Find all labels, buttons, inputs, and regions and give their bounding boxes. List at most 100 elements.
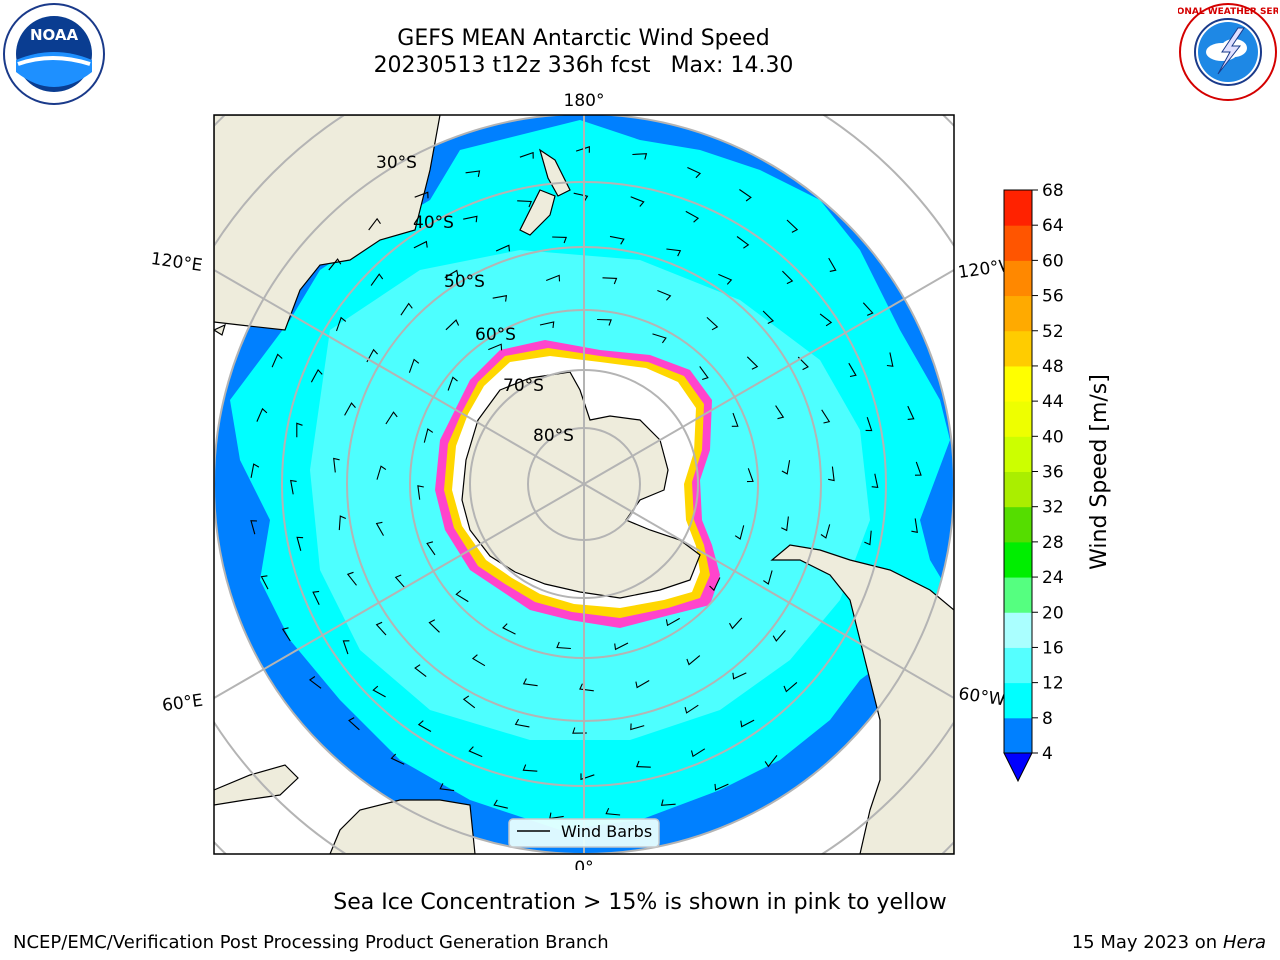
wind-barb [333, 457, 340, 473]
wind-barb [828, 257, 837, 272]
footer-date-text: 15 May 2023 on [1071, 932, 1218, 953]
colorbar-segment [1004, 330, 1032, 367]
wind-barb [687, 167, 702, 179]
south-america [770, 544, 954, 854]
wind-barb [463, 215, 478, 223]
wind-barb [666, 248, 682, 257]
wind-barb [848, 362, 857, 378]
wind-barb [786, 219, 799, 233]
wind-barb [423, 428, 434, 443]
colorbar-extend-triangle [1003, 752, 1033, 783]
wind-barb [375, 521, 384, 536]
wind-barb [652, 333, 667, 344]
wind-barb [552, 236, 567, 244]
meridian-60e-120w [214, 269, 954, 699]
nws-logo: NATIONAL WEATHER SERVICE [1178, 3, 1278, 101]
wind-barb [390, 753, 405, 765]
wind-barb [366, 348, 379, 363]
wind-barb [394, 574, 406, 589]
wind-barb [348, 717, 360, 731]
wind-barb [517, 200, 532, 208]
wind-barb [522, 764, 538, 772]
wind-barb [718, 273, 733, 285]
max-label: Max: 14.30 [670, 53, 794, 78]
wind-barb [271, 353, 283, 368]
wind-barb [414, 664, 427, 678]
wind-barb [602, 277, 618, 285]
wind-barb [439, 783, 455, 792]
wind-barb [368, 217, 381, 231]
wind-barb [573, 192, 589, 202]
wind-barb [465, 170, 481, 178]
wind-barb [260, 575, 269, 590]
lat-label-50: 50°S [444, 272, 485, 292]
colorbar-tick-label: 48 [1042, 357, 1064, 377]
wind-barb [400, 302, 413, 316]
wind-barb [772, 630, 786, 642]
wind-barb [699, 366, 709, 381]
barb-legend: Wind Barbs [508, 818, 660, 848]
wind-barb [372, 685, 386, 698]
wind-barb [488, 343, 503, 351]
wind-barb [447, 376, 458, 391]
wind-barb [250, 463, 260, 478]
wind-barbs [250, 146, 922, 820]
wind-barb [632, 153, 648, 160]
colorbar-tick-label: 64 [1042, 216, 1064, 236]
colorbar-tick-label: 24 [1042, 568, 1064, 588]
wind-barb [660, 799, 676, 806]
sea-ice-note: Sea Ice Concentration > 15% is shown in … [0, 890, 1280, 915]
lat-label-40: 40°S [413, 213, 454, 233]
wind-barb [290, 479, 297, 495]
wind-map: 30°S 40°S 50°S 60°S 70°S 80°S 180° 0° 12… [150, 91, 1112, 870]
wind-barb [495, 244, 510, 252]
colorbar-tick-label: 40 [1042, 427, 1064, 447]
wind-barb [614, 642, 629, 651]
wind-barb [630, 196, 645, 207]
wind-barb [797, 356, 809, 371]
wind-barb [732, 672, 747, 680]
wind-barb [685, 210, 700, 223]
colorbar-segment [1004, 401, 1032, 437]
wind-barb [413, 240, 428, 249]
wind-barb [714, 783, 729, 791]
wind-barb [911, 518, 918, 533]
wind-barb [445, 319, 460, 331]
colorbar-segment [1004, 190, 1032, 226]
lon-label-120e: 120°E [150, 249, 204, 276]
wind-barb [455, 590, 469, 603]
lat-label-30: 30°S [376, 153, 417, 173]
lon-label-60e: 60°E [161, 691, 204, 716]
colorbar-segment [1004, 436, 1032, 472]
wind-barb [344, 402, 356, 416]
nws-logo-text: NATIONAL WEATHER SERVICE [1178, 7, 1278, 17]
colorbar-tick-label: 60 [1042, 251, 1064, 271]
wind-barb [636, 760, 651, 768]
wind-barb [775, 405, 785, 420]
wind-barb [819, 313, 833, 327]
wind-barb [408, 358, 420, 373]
wind-barb [665, 617, 680, 627]
wind-barb [296, 422, 303, 438]
colorbar-tick-label: 44 [1042, 392, 1064, 412]
wind-barb [729, 617, 743, 630]
wind-barb [764, 755, 778, 768]
wind-barb [471, 654, 486, 667]
wind-barb [375, 621, 387, 636]
colorbar-tick-label: 28 [1042, 533, 1064, 553]
wind-barb [706, 316, 719, 331]
wind-barb [783, 681, 798, 693]
wind-barb [417, 720, 432, 732]
colorbar-tick-label: 56 [1042, 287, 1064, 307]
wind-barb [346, 571, 357, 586]
wind-barb [781, 460, 791, 475]
colorbar-segment [1004, 682, 1032, 719]
footer-machine: Hera [1222, 932, 1266, 953]
wind-barb [328, 258, 342, 271]
lat-label-70: 70°S [503, 376, 544, 396]
wind-barb [312, 590, 320, 606]
colorbar-tick-label: 20 [1042, 603, 1064, 623]
wind-barb [684, 704, 699, 714]
colorbar-tick-label: 32 [1042, 498, 1064, 518]
africa [329, 799, 476, 854]
